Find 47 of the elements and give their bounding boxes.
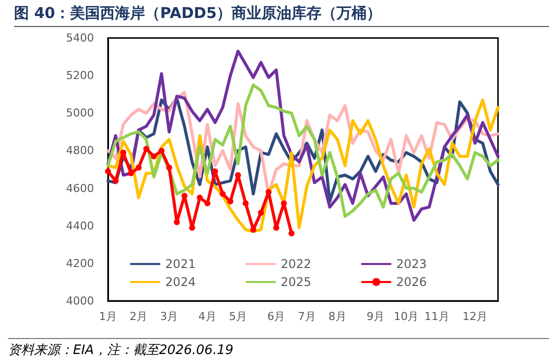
point — [242, 200, 249, 206]
point — [166, 164, 172, 171]
point — [174, 219, 180, 226]
y-tick-label: 5200 — [66, 69, 94, 82]
x-tick-label: 11月 — [424, 310, 450, 323]
point — [220, 190, 226, 197]
legend-label: 2024 — [165, 275, 196, 289]
x-tick-label: 6月 — [267, 310, 286, 323]
point — [158, 148, 165, 154]
legend-label: 2021 — [165, 257, 196, 271]
y-tick-label: 4400 — [66, 219, 94, 232]
point — [288, 230, 295, 236]
point — [227, 198, 234, 204]
point — [128, 170, 134, 176]
point — [150, 153, 157, 160]
chart-title: 图 40：美国西海岸（PADD5）商业原油库存（万桶） — [14, 4, 549, 27]
x-tick-label: 4月 — [198, 310, 216, 323]
line-series — [106, 83, 500, 218]
legend-label: 2025 — [280, 275, 312, 289]
x-tick-label: 9月 — [366, 310, 385, 323]
point — [204, 200, 210, 206]
point — [136, 164, 142, 171]
point — [143, 146, 150, 152]
legend-label: 2023 — [396, 257, 427, 271]
legend-label: 2022 — [280, 257, 312, 271]
point — [273, 224, 280, 231]
y-tick-label: 5000 — [66, 106, 94, 120]
line-series — [106, 98, 500, 233]
x-tick-label: 7月 — [298, 310, 316, 323]
line-series — [106, 50, 500, 222]
y-tick-label: 4200 — [66, 256, 94, 270]
x-tick-label: 12月 — [462, 310, 488, 323]
point — [258, 210, 264, 216]
x-tick-label: 3月 — [160, 310, 178, 323]
point — [196, 194, 203, 201]
x-tick-label: 2月 — [130, 310, 148, 323]
legend-label: 2026 — [396, 275, 427, 289]
y-tick-label: 5400 — [66, 32, 94, 44]
x-tick-label: 1月 — [99, 310, 117, 323]
y-tick-label: 4000 — [66, 294, 94, 308]
y-tick-label: 4800 — [66, 144, 94, 158]
x-tick-label: 5月 — [229, 310, 247, 323]
y-tick-label: 4600 — [66, 182, 94, 195]
point — [105, 168, 111, 174]
x-tick-label: 10月 — [394, 310, 419, 323]
text: 资料来源：EIA，注：截至2026.06.19 — [8, 338, 549, 359]
x-tick-label: 8月 — [328, 310, 346, 323]
